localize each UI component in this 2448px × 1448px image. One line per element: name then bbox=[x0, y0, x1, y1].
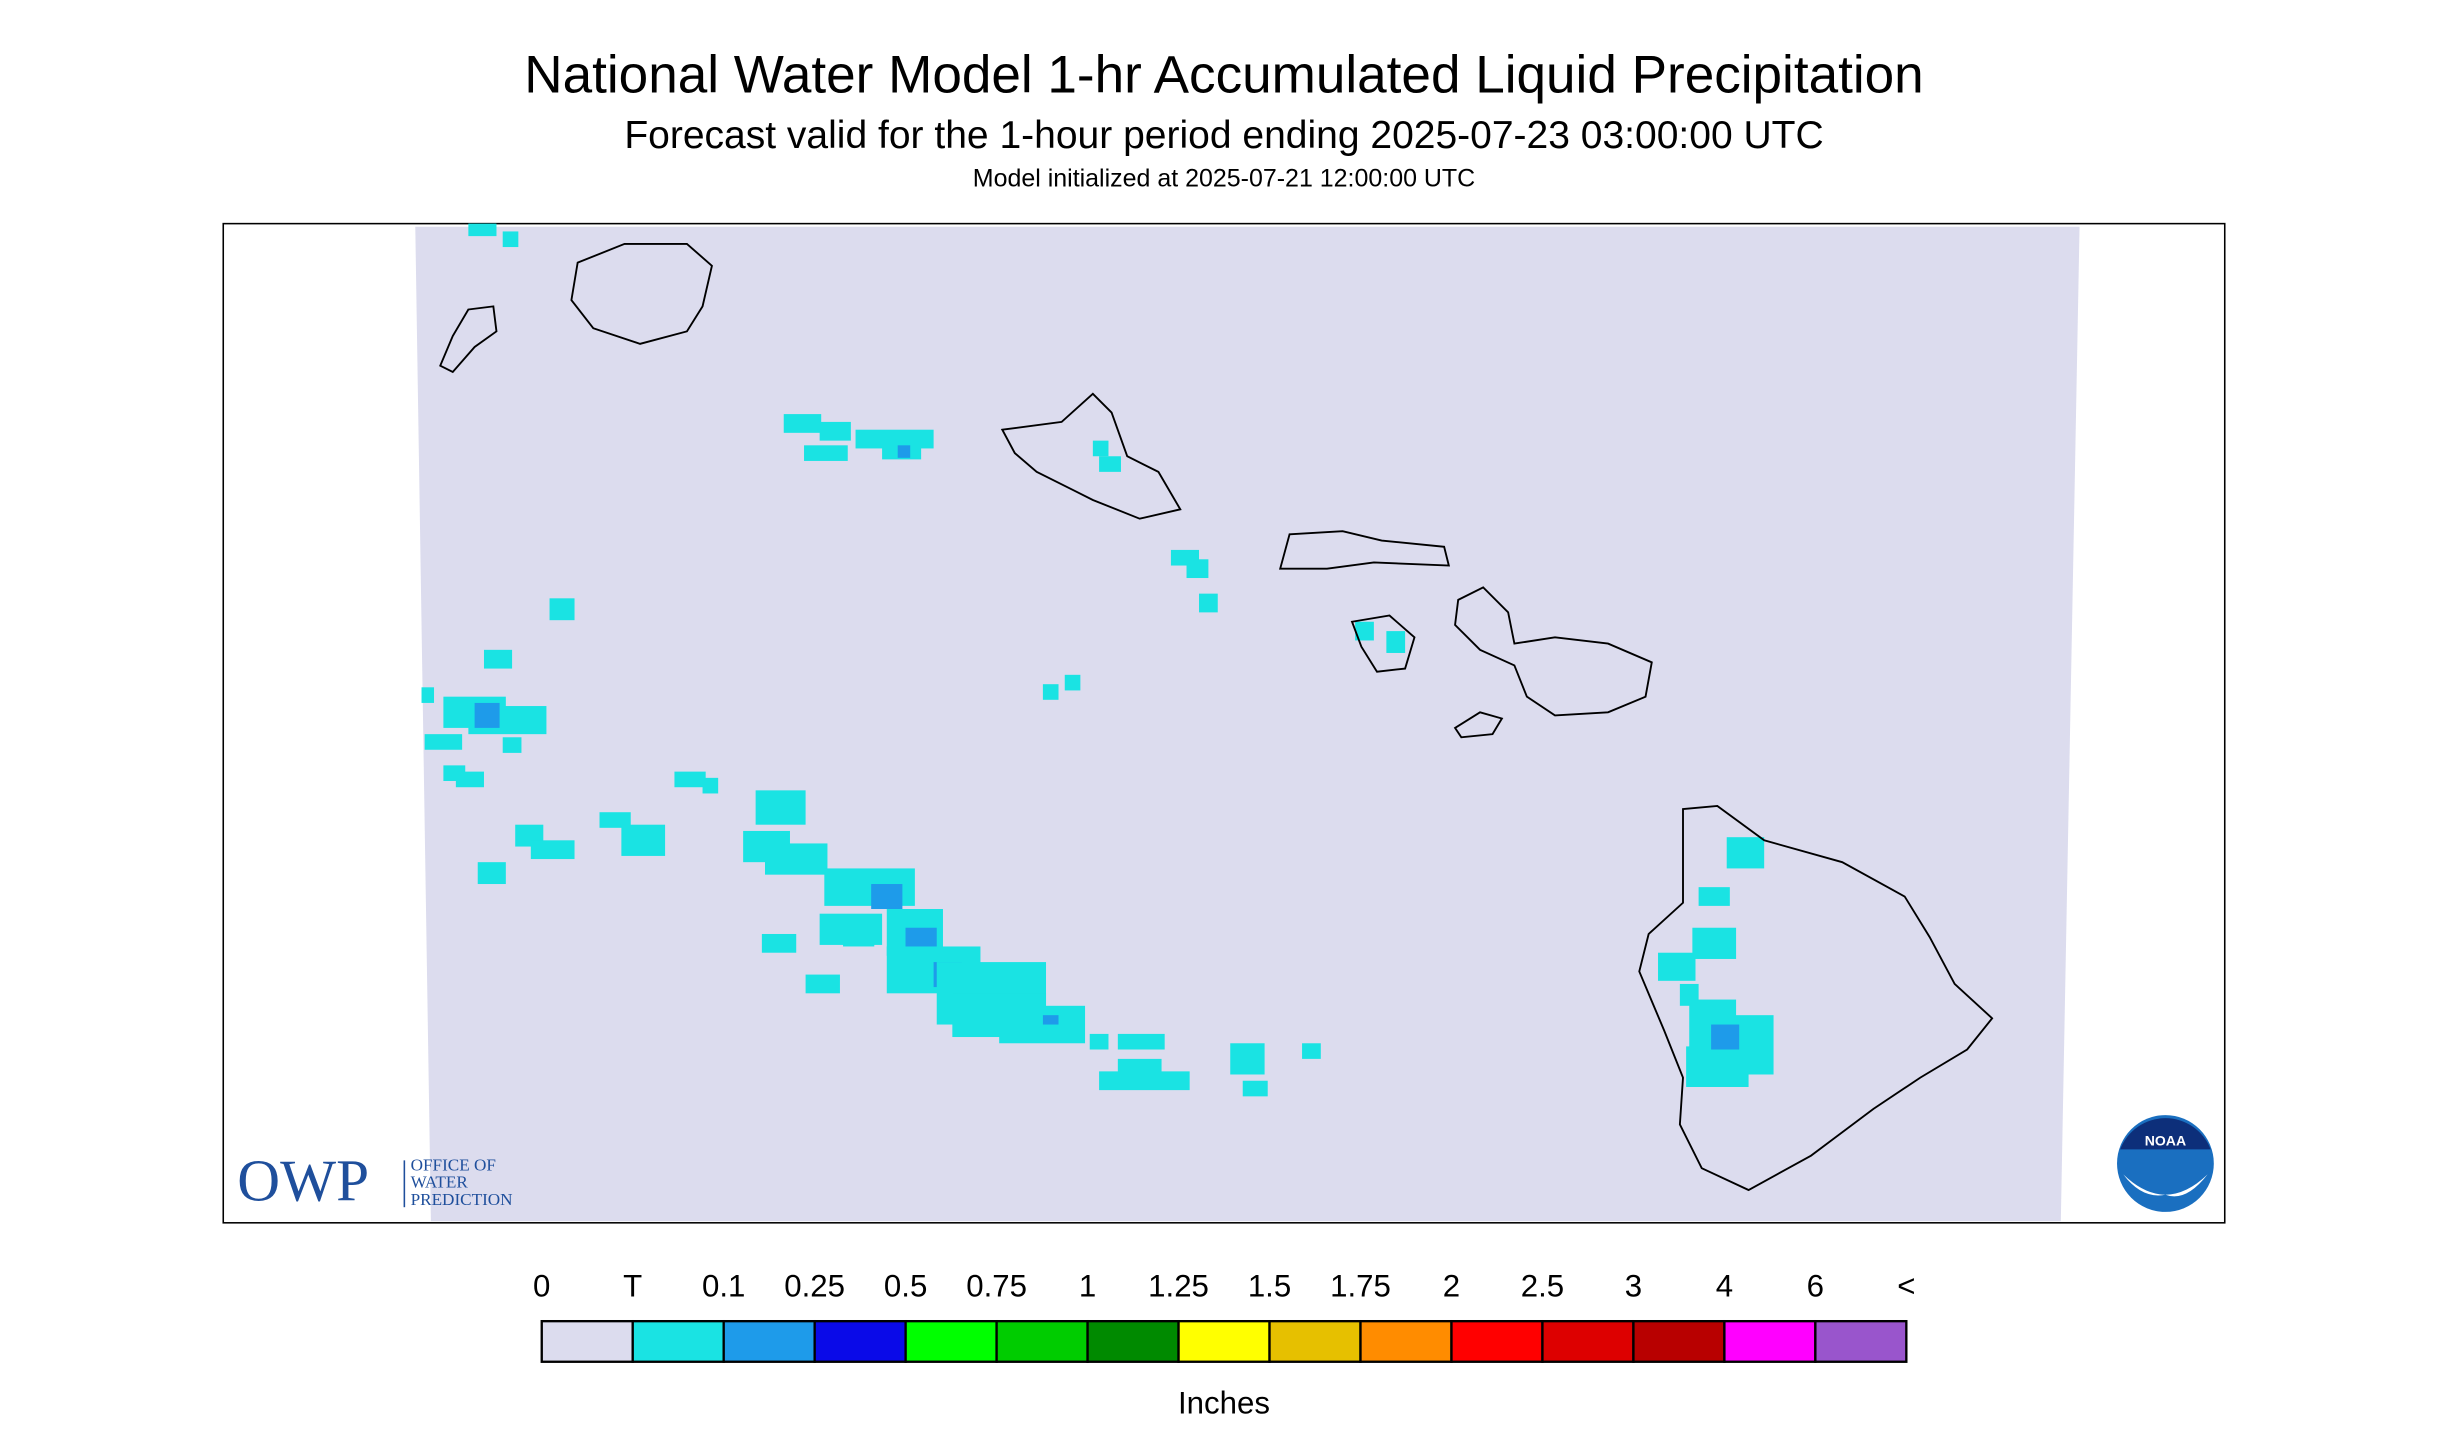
legend-swatch bbox=[631, 1319, 725, 1363]
legend-swatch bbox=[722, 1319, 816, 1363]
legend-label: 0.25 bbox=[784, 1269, 845, 1304]
noaa-gull bbox=[2123, 1174, 2208, 1197]
legend-label: < bbox=[1897, 1269, 1915, 1304]
precip-cell bbox=[804, 445, 848, 461]
precip-cell bbox=[1692, 927, 1737, 959]
precip-cell bbox=[455, 771, 484, 788]
precip-cell bbox=[999, 1005, 1086, 1044]
precip-cell bbox=[502, 231, 519, 248]
precip-cell bbox=[599, 812, 631, 828]
title: National Water Model 1-hr Accumulated Li… bbox=[524, 45, 1923, 104]
owp-line: OFFICE OF bbox=[411, 1156, 496, 1175]
precip-cell bbox=[905, 927, 937, 950]
precip-cell bbox=[1726, 837, 1765, 869]
legend-swatch bbox=[1723, 1319, 1817, 1363]
legend-label: 2.5 bbox=[1521, 1269, 1564, 1304]
legend-swatch bbox=[1177, 1319, 1271, 1363]
precip-cell bbox=[674, 771, 706, 788]
legend-swatch bbox=[1359, 1319, 1453, 1363]
precip-cell bbox=[1242, 1080, 1268, 1097]
legend-swatch bbox=[1268, 1319, 1362, 1363]
precip-cell bbox=[1698, 887, 1730, 906]
noaa-text: NOAA bbox=[2145, 1132, 2186, 1148]
precip-cell bbox=[1117, 1033, 1165, 1050]
precip-cell bbox=[424, 734, 463, 750]
precip-cell bbox=[765, 843, 828, 875]
precip-cell bbox=[1302, 1043, 1321, 1059]
legend-label: 2 bbox=[1443, 1269, 1460, 1304]
precip-cell bbox=[1686, 1046, 1749, 1087]
precip-cell bbox=[783, 414, 822, 433]
precip-cell bbox=[1355, 621, 1374, 641]
precip-cell bbox=[468, 223, 497, 237]
precip-cell bbox=[474, 702, 500, 728]
legend-swatch bbox=[1632, 1319, 1726, 1363]
precip-cell bbox=[1099, 456, 1121, 472]
precip-cell bbox=[483, 649, 513, 669]
subtitle: Forecast valid for the 1-hour period end… bbox=[624, 114, 1823, 157]
precip-cell bbox=[530, 840, 575, 860]
precip-cells bbox=[421, 223, 1774, 1097]
legend-swatch bbox=[540, 1319, 634, 1363]
legend-label: 6 bbox=[1807, 1269, 1824, 1304]
precip-cell bbox=[1089, 1033, 1109, 1050]
legend-swatch bbox=[1541, 1319, 1635, 1363]
legend-label: T bbox=[623, 1269, 642, 1304]
noaa-top bbox=[2120, 1118, 2211, 1150]
legend: 0 T 0.1 0.25 0.5 0.75 1 1.25 1.5 1.75 2 2.5 3 4 6 < bbox=[533, 1269, 1915, 1363]
precip-cell bbox=[502, 737, 522, 753]
precip-cell bbox=[702, 777, 719, 794]
precip-cell bbox=[549, 598, 575, 621]
legend-label: 1.5 bbox=[1248, 1269, 1291, 1304]
owp-line: PREDICTION bbox=[411, 1190, 513, 1209]
precip-cell bbox=[1099, 1071, 1190, 1091]
precip-cell bbox=[1042, 1015, 1059, 1025]
owp-mark: OWP bbox=[237, 1148, 369, 1214]
precip-cell bbox=[621, 824, 666, 856]
legend-swatch bbox=[904, 1319, 998, 1363]
precip-cell bbox=[1230, 1043, 1265, 1075]
legend-label: 4 bbox=[1716, 1269, 1733, 1304]
precip-cell bbox=[805, 974, 840, 994]
precip-cell bbox=[1092, 440, 1109, 457]
legend-swatch bbox=[813, 1319, 907, 1363]
legend-label: 3 bbox=[1625, 1269, 1642, 1304]
precip-cell bbox=[421, 687, 435, 703]
precip-cell bbox=[871, 884, 903, 910]
legend-label: 1.25 bbox=[1148, 1269, 1209, 1304]
legend-label: 0 bbox=[533, 1269, 550, 1304]
legend-label: 0.75 bbox=[966, 1269, 1027, 1304]
noaa-logo: NOAA bbox=[2117, 1115, 2214, 1212]
legend-swatch bbox=[995, 1319, 1089, 1363]
precip-cell bbox=[1658, 952, 1696, 981]
legend-label: 0.1 bbox=[702, 1269, 745, 1304]
precip-cell bbox=[1386, 631, 1406, 653]
legend-label: 1.75 bbox=[1330, 1269, 1391, 1304]
owp-logo: OWP OFFICE OF WATER PREDICTION bbox=[237, 1148, 512, 1214]
legend-swatch bbox=[1086, 1319, 1180, 1363]
precip-cell bbox=[897, 445, 911, 458]
init-time: Model initialized at 2025-07-21 12:00:00… bbox=[973, 165, 1475, 193]
legend-swatch bbox=[1450, 1319, 1544, 1363]
precip-cell bbox=[477, 862, 506, 885]
legend-label: 1 bbox=[1079, 1269, 1096, 1304]
coastlines bbox=[439, 242, 1994, 1192]
precip-cell bbox=[761, 933, 797, 953]
precip-cell bbox=[1711, 1024, 1740, 1050]
precip-cell bbox=[755, 790, 806, 825]
precip-cell bbox=[1199, 593, 1218, 613]
precip-cell bbox=[843, 927, 875, 947]
legend-unit: Inches bbox=[1178, 1386, 1270, 1421]
precip-cell bbox=[1186, 559, 1209, 579]
precip-cell bbox=[1042, 684, 1059, 700]
legend-label: 0.5 bbox=[884, 1269, 927, 1304]
legend-swatch bbox=[1814, 1319, 1908, 1363]
precip-cell bbox=[819, 421, 851, 441]
owp-line: WATER bbox=[411, 1173, 469, 1192]
precip-cell bbox=[1064, 674, 1081, 691]
